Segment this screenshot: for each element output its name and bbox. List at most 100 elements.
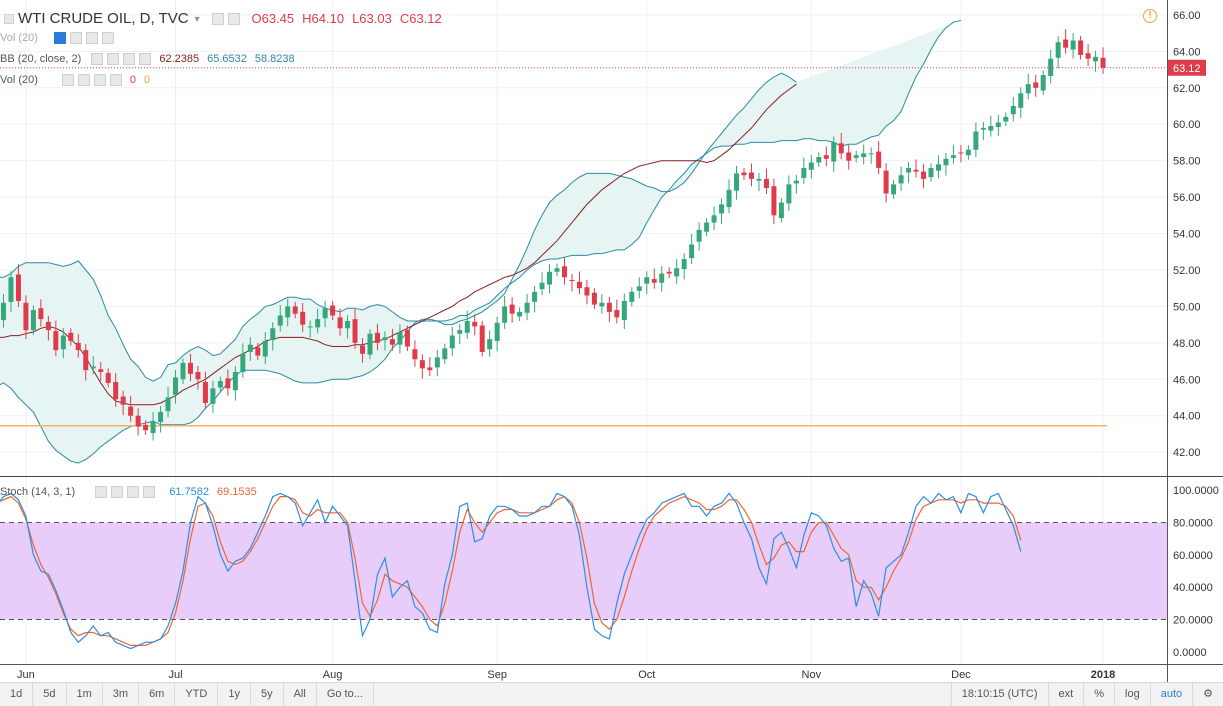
- price-tick-label: 54.00: [1173, 229, 1201, 241]
- time-tick-label: Aug: [323, 669, 343, 681]
- range-1y[interactable]: 1y: [218, 683, 251, 706]
- time-tick-label: Dec: [951, 669, 971, 681]
- candle-body: [823, 155, 829, 159]
- candle-body: [838, 143, 844, 154]
- candle-body: [404, 330, 410, 347]
- plus-icon[interactable]: [93, 74, 106, 86]
- bb-upper-line: [0, 19, 962, 382]
- candle-body: [187, 362, 193, 374]
- ext-toggle[interactable]: ext: [1047, 683, 1084, 706]
- candle-body: [965, 149, 971, 156]
- settings-icon[interactable]: [211, 12, 224, 25]
- collapse-icon[interactable]: [4, 13, 14, 24]
- candle-body: [786, 184, 792, 204]
- candle-body: [300, 311, 306, 325]
- candle-body: [195, 371, 201, 380]
- candle-body: [292, 306, 298, 314]
- candle-body: [240, 353, 246, 372]
- alert-icon[interactable]: !: [1143, 9, 1157, 23]
- eye-icon[interactable]: [53, 32, 66, 44]
- plus-icon[interactable]: [127, 486, 140, 498]
- candle-body: [502, 306, 508, 323]
- candle-body: [494, 322, 500, 342]
- candle-body: [614, 310, 620, 318]
- candle-body: [995, 122, 1001, 127]
- candle-body: [629, 291, 635, 302]
- candle-body: [113, 382, 119, 400]
- candle-body: [539, 282, 545, 290]
- candle-body: [576, 281, 582, 289]
- candle-body: [636, 286, 642, 291]
- ohlc-open: O63.45: [251, 11, 295, 26]
- candle-body: [487, 339, 493, 350]
- candle-body: [270, 328, 276, 341]
- candle-body: [262, 341, 268, 357]
- settings-icon[interactable]: [107, 53, 120, 65]
- candle-body: [150, 421, 156, 434]
- chevron-down-icon[interactable]: ▼: [192, 13, 202, 24]
- candle-body: [547, 271, 553, 285]
- candle-body: [898, 175, 904, 184]
- candle-body: [816, 157, 822, 163]
- bb-basis-line: [0, 83, 797, 406]
- ohlc-low: L63.03: [352, 11, 392, 26]
- range-5d[interactable]: 5d: [33, 683, 67, 706]
- auto-toggle[interactable]: auto: [1149, 683, 1192, 706]
- price-tick-label: 50.00: [1173, 301, 1201, 313]
- candle-body: [180, 362, 186, 380]
- bb-lower-value: 58.8238: [254, 53, 295, 65]
- candle-body: [45, 321, 51, 331]
- price-tick-label: 64.00: [1173, 46, 1201, 58]
- candle-body: [524, 302, 530, 313]
- candle-body: [247, 344, 253, 352]
- range-1m[interactable]: 1m: [67, 683, 103, 706]
- plus-icon[interactable]: [85, 32, 98, 44]
- candle-body: [419, 360, 425, 369]
- range-6m[interactable]: 6m: [139, 683, 176, 706]
- candle-body: [704, 222, 710, 232]
- candle-body: [1100, 57, 1106, 68]
- candle-body: [1040, 75, 1046, 91]
- vol-label-2: Vol (20): [0, 74, 38, 86]
- candle-body: [75, 342, 81, 351]
- settings-icon[interactable]: [111, 486, 124, 498]
- range-all[interactable]: All: [284, 683, 317, 706]
- candle-body: [1078, 40, 1084, 56]
- gear-icon[interactable]: ⚙: [1192, 683, 1223, 706]
- close-icon[interactable]: [139, 53, 152, 65]
- close-icon[interactable]: [143, 486, 156, 498]
- candle-body: [8, 277, 14, 302]
- candle-body: [389, 339, 395, 345]
- range-3m[interactable]: 3m: [103, 683, 140, 706]
- ohlc-high: H64.10: [302, 11, 345, 26]
- eye-icon[interactable]: [91, 53, 104, 65]
- eye-icon[interactable]: [61, 74, 74, 86]
- candle-body: [367, 333, 373, 355]
- time-tick-label: Oct: [638, 669, 655, 681]
- range-ytd[interactable]: YTD: [175, 683, 219, 706]
- range-1d[interactable]: 1d: [0, 683, 34, 706]
- candle-body: [15, 274, 21, 301]
- candle-body: [382, 337, 388, 341]
- close-icon[interactable]: [101, 32, 114, 44]
- candle-body: [748, 172, 754, 179]
- price-tick-label: 52.00: [1173, 265, 1201, 277]
- candle-body: [412, 349, 418, 360]
- more-icon[interactable]: [227, 12, 240, 25]
- candle-body: [771, 186, 777, 216]
- candle-body: [808, 162, 814, 170]
- plus-icon[interactable]: [123, 53, 136, 65]
- chart-svg[interactable]: 42.00 44.00 46.00 48.00 50.00 52.00 54.00 56.00…: [0, 0, 1223, 682]
- candle-body: [83, 350, 89, 371]
- candle-body: [38, 308, 44, 320]
- log-toggle[interactable]: log: [1114, 683, 1150, 706]
- goto-button[interactable]: Go to...: [317, 683, 374, 706]
- settings-icon[interactable]: [69, 32, 82, 44]
- settings-icon[interactable]: [77, 74, 90, 86]
- candle-body: [778, 202, 784, 219]
- range-5y[interactable]: 5y: [251, 683, 284, 706]
- percent-toggle[interactable]: %: [1083, 683, 1114, 706]
- eye-icon[interactable]: [95, 486, 108, 498]
- close-icon[interactable]: [109, 74, 122, 86]
